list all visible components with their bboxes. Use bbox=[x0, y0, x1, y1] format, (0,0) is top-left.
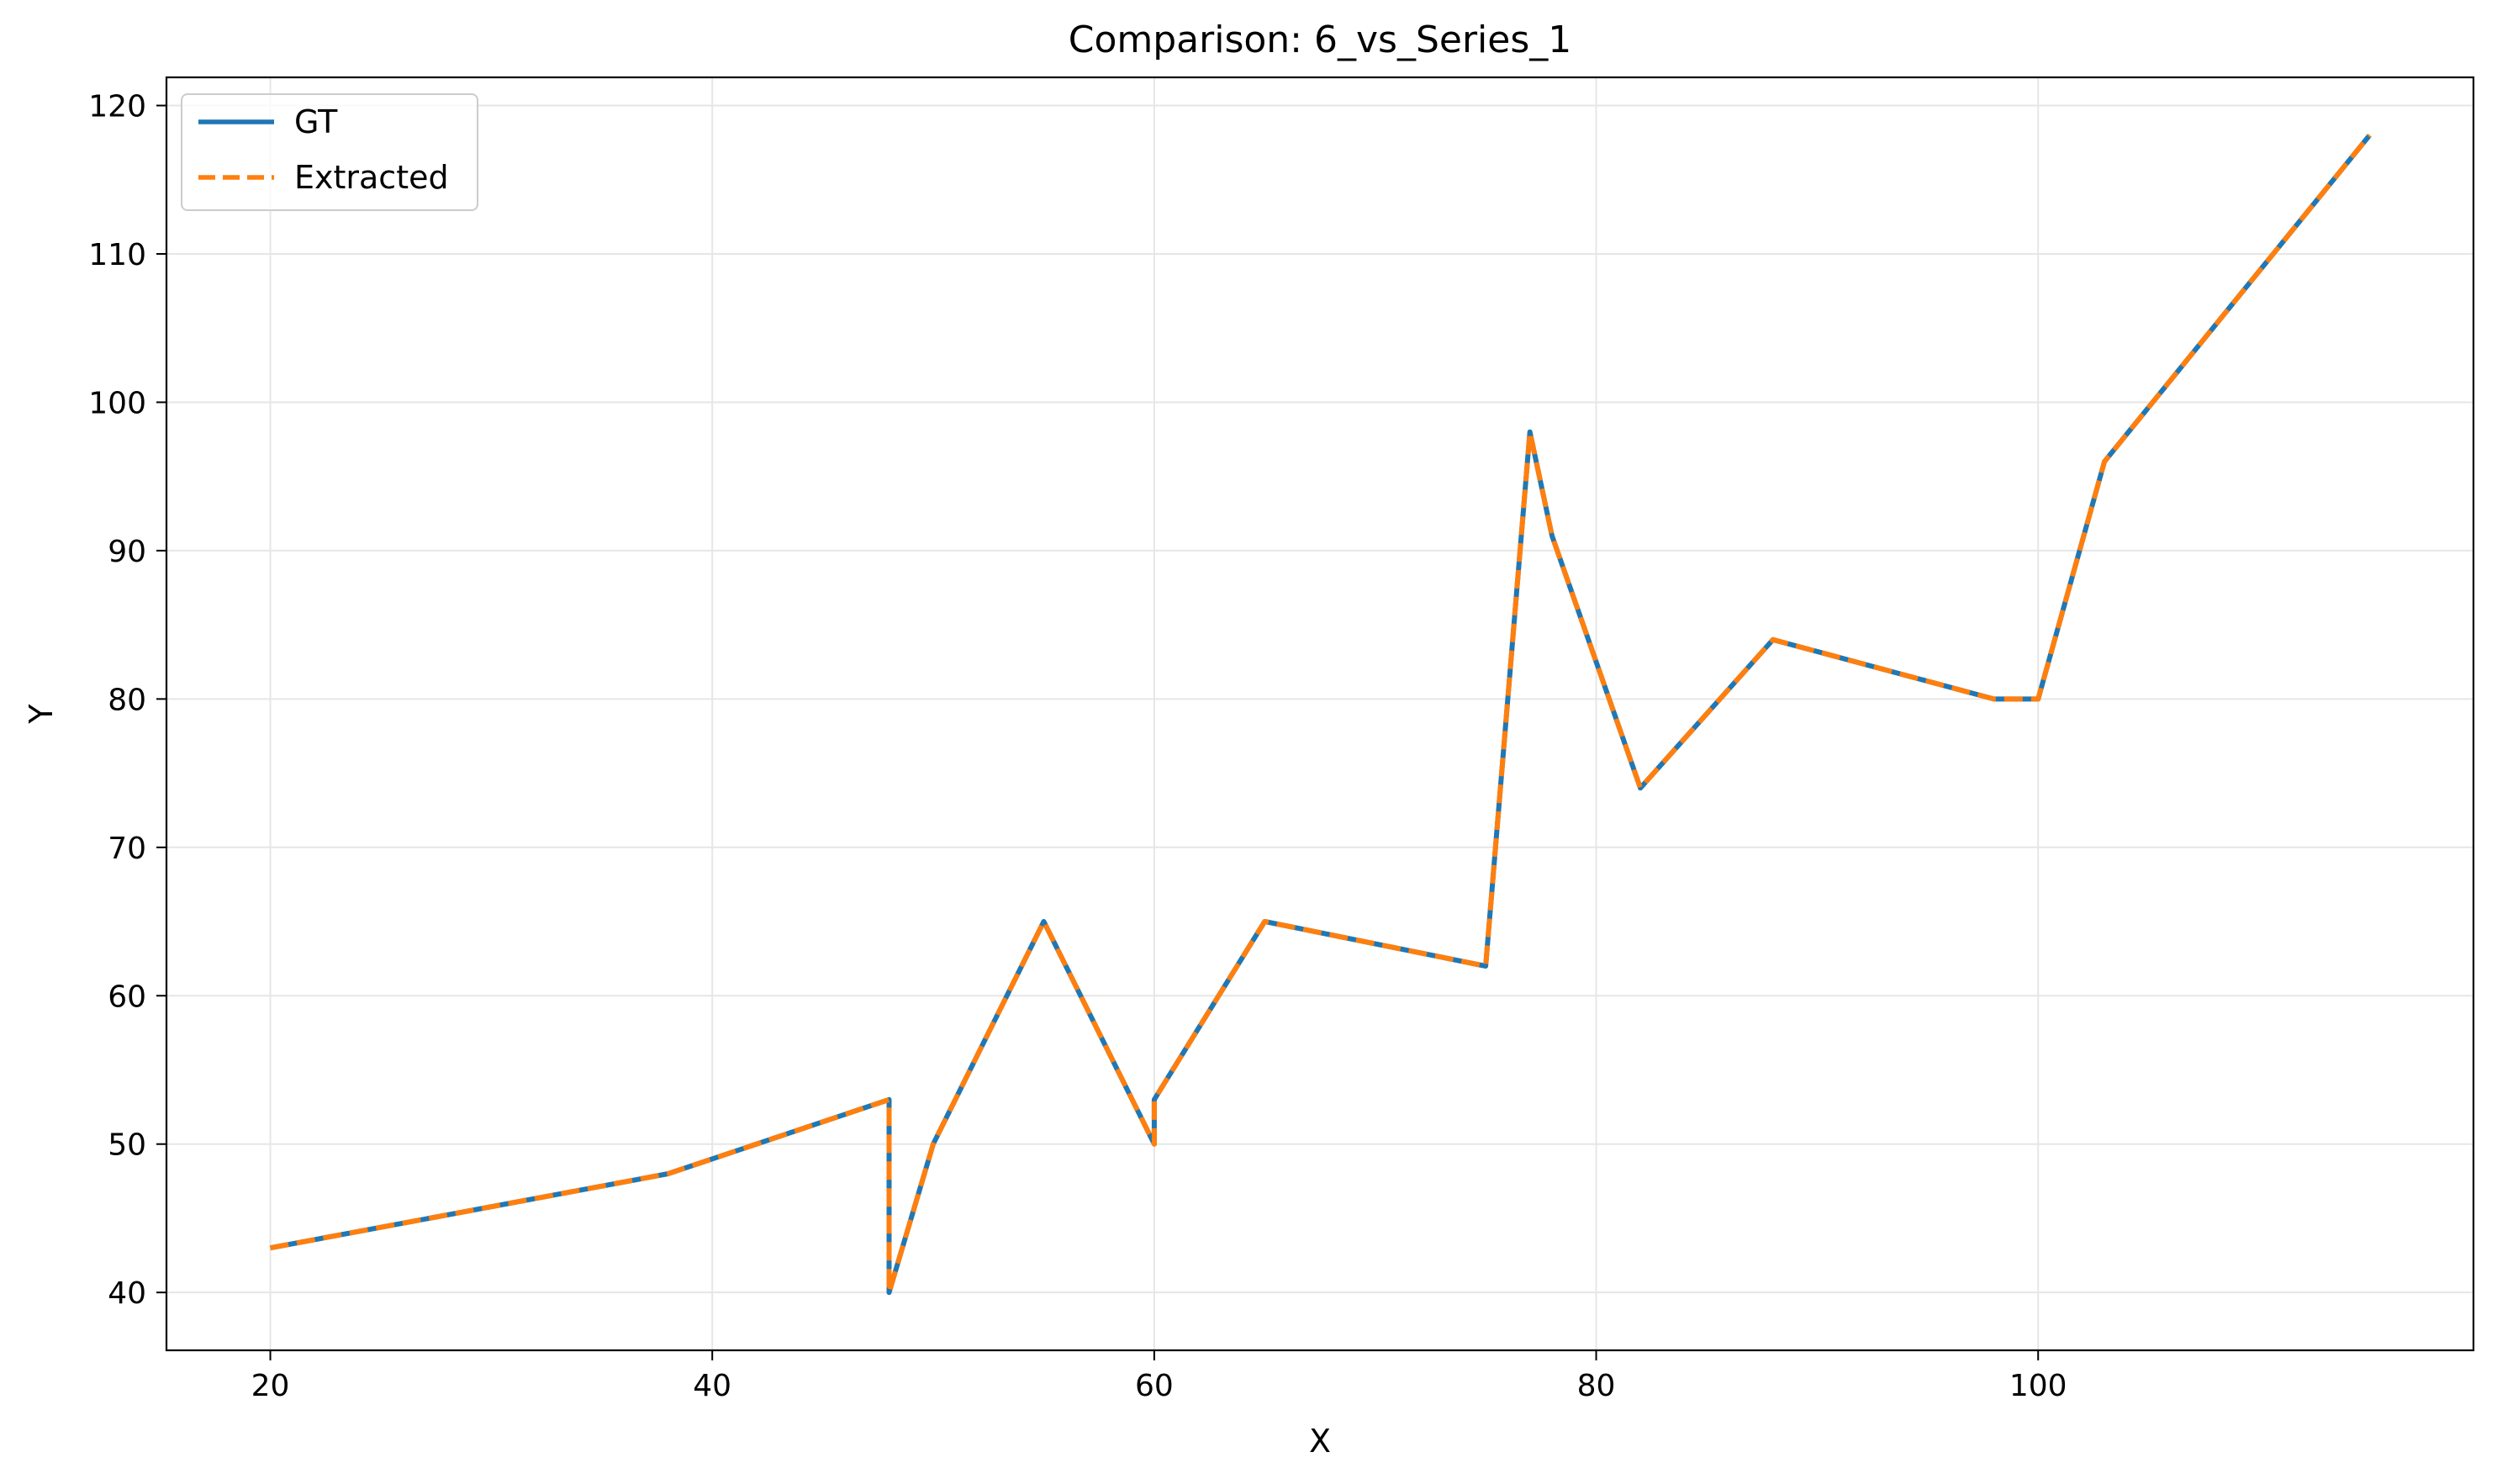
x-axis-label: X bbox=[1309, 1423, 1331, 1460]
series-line-extracted bbox=[269, 133, 2372, 1296]
y-tick-label: 90 bbox=[108, 535, 146, 569]
y-tick-label: 70 bbox=[108, 832, 146, 866]
y-axis-label: Y bbox=[23, 704, 60, 725]
chart-title: Comparison: 6_vs_Series_1 bbox=[1069, 18, 1572, 61]
x-tick-label: 60 bbox=[1135, 1369, 1174, 1403]
legend: GT Extracted bbox=[181, 93, 478, 211]
y-tick-label: 120 bbox=[88, 90, 146, 124]
x-tick-label: 80 bbox=[1577, 1369, 1616, 1403]
series-lines bbox=[269, 133, 2372, 1296]
x-tick-label: 20 bbox=[251, 1369, 290, 1403]
y-tick-label: 110 bbox=[88, 238, 146, 272]
y-tick-label: 80 bbox=[108, 683, 146, 717]
y-tick-label: 60 bbox=[108, 980, 146, 1014]
y-tick-label: 40 bbox=[108, 1276, 146, 1311]
legend-label-extracted: Extracted bbox=[294, 159, 449, 196]
x-tick-label: 40 bbox=[693, 1369, 731, 1403]
y-tick-label: 50 bbox=[108, 1128, 146, 1163]
axis-ticks: 20 40 60 80 100 40 50 60 70 80 90 100 110 120 bbox=[88, 90, 2067, 1403]
legend-label-gt: GT bbox=[294, 103, 338, 140]
grid bbox=[166, 77, 2473, 1350]
plot-frame bbox=[165, 76, 2475, 1352]
y-tick-label: 100 bbox=[88, 386, 146, 420]
x-tick-label: 100 bbox=[2009, 1369, 2067, 1403]
